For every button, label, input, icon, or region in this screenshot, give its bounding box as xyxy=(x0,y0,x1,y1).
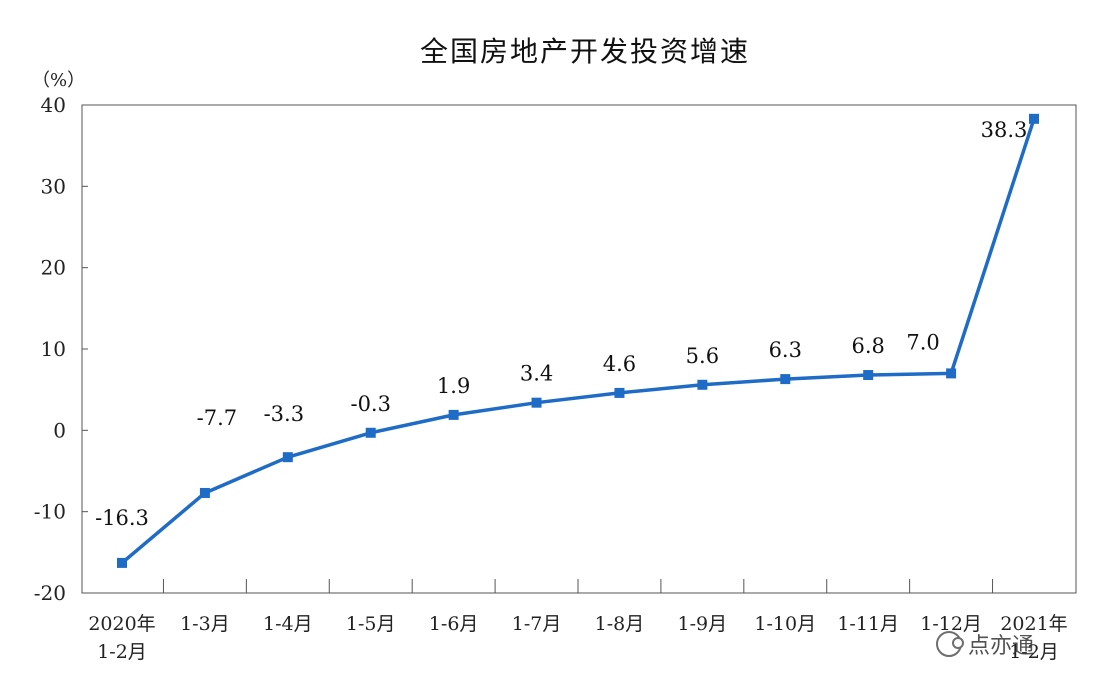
watermark-text: 点亦通 xyxy=(968,634,1035,659)
series-line xyxy=(120,118,1036,565)
x-tick-label: 1-3月 xyxy=(180,613,230,635)
data-label: -7.7 xyxy=(197,406,238,430)
y-unit-label: （%） xyxy=(32,70,86,91)
data-point xyxy=(1029,113,1039,124)
x-tick-label: 1-5月 xyxy=(346,613,396,635)
data-label: 1.9 xyxy=(437,374,470,398)
data-point xyxy=(199,487,210,498)
x-tick-label: 2020年 xyxy=(88,613,155,635)
x-tick-label: 1-4月 xyxy=(263,613,313,635)
data-label: 3.4 xyxy=(520,362,553,386)
data-label: 6.8 xyxy=(851,334,884,358)
data-point xyxy=(780,374,791,385)
x-tick-label: 1-9月 xyxy=(678,613,728,635)
data-point xyxy=(863,370,874,381)
y-tick-label: 20 xyxy=(41,256,66,280)
wechat-icon xyxy=(936,631,964,657)
watermark: 点亦通 xyxy=(936,628,1034,660)
x-tick-label: 1-11月 xyxy=(837,613,899,635)
data-label: -0.3 xyxy=(350,392,391,416)
data-label: 7.0 xyxy=(906,330,939,354)
x-tick-label: 1-6月 xyxy=(429,613,479,635)
chart-title: 全国房地产开发投资增速 xyxy=(419,35,750,68)
x-tick-label: 1-8月 xyxy=(595,613,645,635)
x-tick-label: 1-2月 xyxy=(97,641,147,663)
y-tick-label: 0 xyxy=(53,418,66,442)
y-tick-label: 40 xyxy=(41,93,66,117)
data-point xyxy=(448,409,459,420)
data-labels: -16.3 -7.7 -3.3 -0.3 1.9 3.4 4.6 5.6 6.3 6.8 7.0 38… xyxy=(95,118,1027,530)
data-label: 5.6 xyxy=(686,344,719,368)
data-label: 4.6 xyxy=(603,352,636,376)
data-point xyxy=(117,557,127,568)
x-tick-label: 1-2月 xyxy=(1009,641,1059,663)
data-label: 6.3 xyxy=(769,338,802,362)
x-tick-label: 2021年 xyxy=(1000,613,1067,635)
y-axis: -20 -10 0 10 20 30 40 xyxy=(34,93,88,605)
y-tick-label: -10 xyxy=(34,500,66,524)
x-axis: 2020年 1-2月 1-3月 1-4月 1-5月 1-6月 1-7月 1-8月 1-9月 1-1… xyxy=(88,579,1068,663)
y-tick-label: 30 xyxy=(41,174,66,198)
data-point xyxy=(614,387,625,398)
y-tick-label: -20 xyxy=(34,581,66,605)
data-points xyxy=(117,113,1039,568)
data-label: 38.3 xyxy=(981,118,1028,142)
data-point xyxy=(531,397,542,408)
data-label: -16.3 xyxy=(95,506,149,530)
x-tick-label: 1-12月 xyxy=(920,613,982,635)
data-point xyxy=(697,379,708,390)
y-tick-label: 10 xyxy=(41,337,66,361)
data-point xyxy=(365,427,376,438)
data-point xyxy=(282,452,293,463)
data-point xyxy=(946,368,957,379)
x-tick-label: 1-7月 xyxy=(512,613,562,635)
x-tick-label: 1-10月 xyxy=(754,613,816,635)
data-label: -3.3 xyxy=(264,402,305,426)
